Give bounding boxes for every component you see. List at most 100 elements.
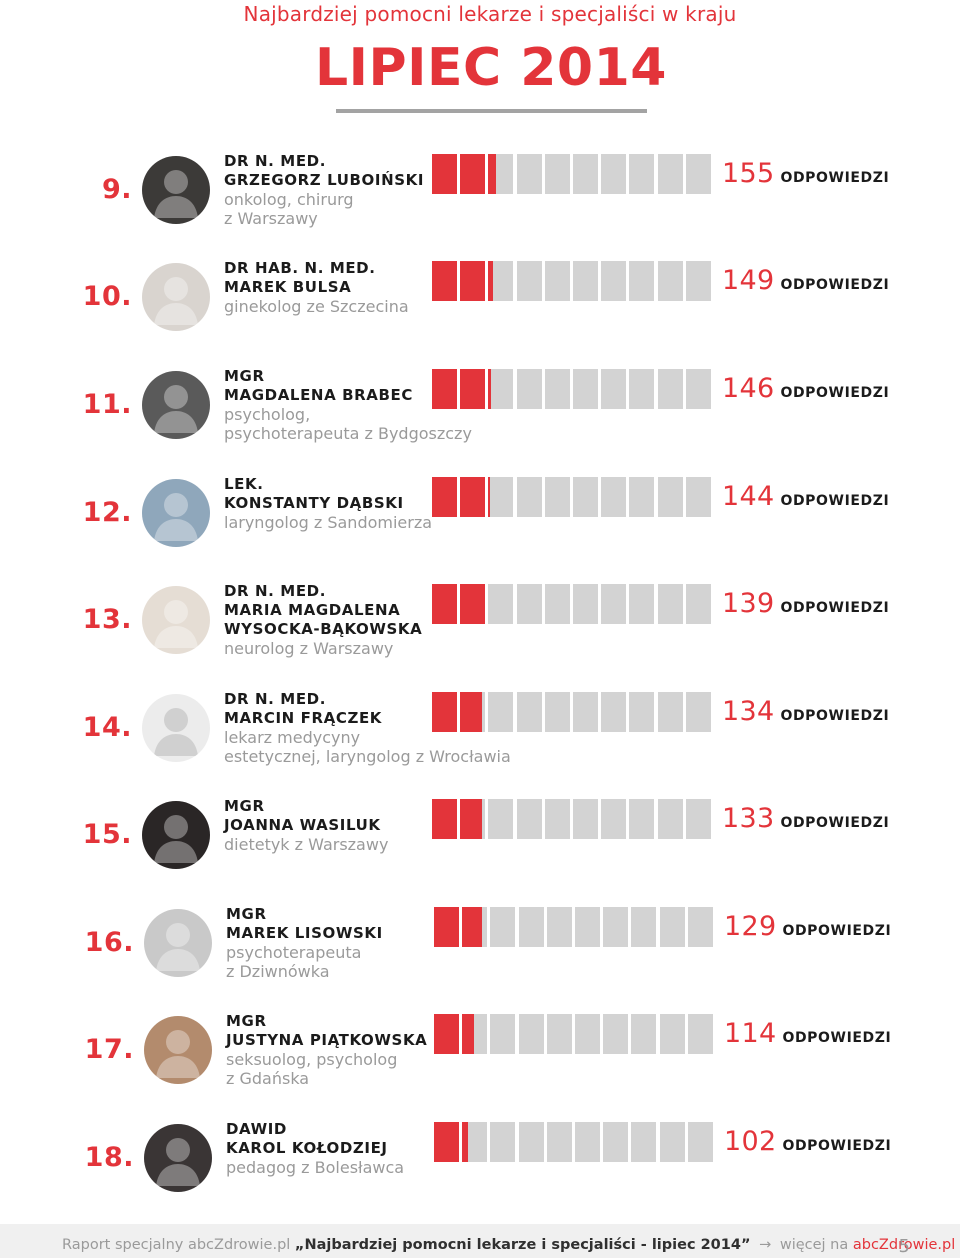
bar-fill: [432, 154, 457, 194]
avatar: [144, 909, 212, 977]
doctor-name: MARCIN FRĄCZEK: [224, 709, 383, 727]
response-count-number: 144: [722, 481, 775, 512]
response-count: 146 ODPOWIEDZI: [722, 373, 889, 404]
bar-segment: [434, 1122, 459, 1162]
doctor-location: z Warszawy: [224, 209, 318, 228]
response-count-number: 139: [722, 588, 775, 619]
doctor-location: psychoterapeuta z Bydgoszczy: [224, 424, 472, 443]
bar-segment: [629, 584, 655, 624]
avatar: [142, 263, 210, 331]
bar-segment: [603, 907, 629, 947]
bar-segment: [601, 154, 627, 194]
bar-segment: [575, 907, 600, 947]
footer-link[interactable]: abcZdrowie.pl: [852, 1237, 956, 1253]
bar-segment: [544, 154, 570, 194]
bar-fill: [432, 261, 457, 301]
bar-segment: [546, 1014, 572, 1054]
ranking-row: 18. DAWID KAROL KOŁODZIEJ pedagog z Bolesła…: [0, 1120, 960, 1236]
bar-segment: [518, 1014, 544, 1054]
doctor-name: MAGDALENA BRABEC: [224, 386, 413, 404]
bar-segment: [603, 1122, 629, 1162]
bar-segment: [575, 1122, 600, 1162]
bar-segment: [518, 1122, 544, 1162]
ranking-row: 14. DR N. MED. MARCIN FRĄCZEK lekarz medycy…: [0, 690, 960, 806]
responses-bar: [434, 907, 714, 947]
doctor-name: KAROL KOŁODZIEJ: [226, 1139, 388, 1157]
responses-bar: [432, 799, 712, 839]
bar-segment: [460, 261, 486, 301]
response-count-label: ODPOWIEDZI: [780, 277, 890, 293]
bar-segment: [573, 154, 598, 194]
footer-prefix: Raport specjalny abcZdrowie.pl: [62, 1237, 291, 1253]
bar-fill: [434, 1122, 459, 1162]
bar-segment: [657, 261, 683, 301]
responses-bar: [432, 261, 712, 301]
bar-segment: [659, 1014, 685, 1054]
doctor-name: JUSTYNA PIĄTKOWSKA: [226, 1031, 428, 1049]
bar-segment: [575, 1014, 600, 1054]
bar-segment: [432, 369, 457, 409]
bar-segment: [603, 1014, 629, 1054]
report-subtitle: Najbardziej pomocni lekarze i specjaliśc…: [243, 2, 737, 26]
avatar: [142, 586, 210, 654]
bar-segment: [488, 154, 514, 194]
person-silhouette-icon: [154, 708, 198, 756]
doctor-specialty: lekarz medycyny: [224, 728, 361, 747]
avatar: [144, 1016, 212, 1084]
bar-segment: [432, 692, 457, 732]
doctor-name: GRZEGORZ LUBOIŃSKI: [224, 171, 425, 189]
bar-segment: [573, 369, 598, 409]
doctor-location: z Dziwnówka: [226, 962, 330, 981]
bar-segment: [631, 1014, 657, 1054]
report-title: LIPIEC 2014: [315, 38, 667, 98]
person-silhouette-icon: [154, 385, 198, 433]
response-count-label: ODPOWIEDZI: [780, 170, 890, 186]
bar-segment: [544, 369, 570, 409]
bar-segment: [601, 261, 627, 301]
avatar: [142, 694, 210, 762]
ranking-row: 13. DR N. MED. MARIA MAGDALENA WYSOCKA-BĄKO…: [0, 582, 960, 698]
bar-segment: [488, 477, 514, 517]
bar-segment: [601, 369, 627, 409]
responses-bar: [432, 584, 712, 624]
bar-segment: [516, 477, 542, 517]
bar-segment: [516, 692, 542, 732]
doctor-info: MGR JUSTYNA PIĄTKOWSKA seksuolog, psycholo…: [226, 1012, 526, 1088]
bar-segment: [657, 799, 683, 839]
doctor-title: DR N. MED.: [224, 582, 327, 600]
rank-number: 14.: [82, 712, 132, 743]
doctor-specialty: onkolog, chirurg: [224, 190, 354, 209]
person-silhouette-icon: [156, 923, 200, 971]
doctor-name: MAREK BULSA: [224, 278, 352, 296]
doctor-specialty: neurolog z Warszawy: [224, 639, 394, 658]
response-count: 134 ODPOWIEDZI: [722, 696, 889, 727]
response-count: 133 ODPOWIEDZI: [722, 803, 889, 834]
rank-number: 17.: [84, 1034, 134, 1065]
doctor-title: LEK.: [224, 475, 264, 493]
bar-segment: [544, 799, 570, 839]
doctor-info: MGR JOANNA WASILUK dietetyk z Warszawy: [224, 797, 524, 854]
bar-segment: [657, 154, 683, 194]
response-count-label: ODPOWIEDZI: [780, 385, 890, 401]
doctor-info: DAWID KAROL KOŁODZIEJ pedagog z Bolesławca: [226, 1120, 526, 1177]
bar-segment: [687, 1122, 713, 1162]
ranking-row: 11. MGR MAGDALENA BRABEC psycholog, psychote…: [0, 367, 960, 483]
responses-bar: [434, 1014, 714, 1054]
avatar: [144, 1124, 212, 1192]
doctor-info: DR N. MED. MARIA MAGDALENA WYSOCKA-BĄKOWSK…: [224, 582, 524, 658]
bar-segment: [432, 154, 457, 194]
rank-number: 13.: [82, 604, 132, 635]
bar-segment: [629, 692, 655, 732]
bar-segment: [546, 1122, 572, 1162]
doctor-title: DAWID: [226, 1120, 287, 1138]
doctor-title: DR N. MED.: [224, 690, 327, 708]
bar-segment: [685, 584, 711, 624]
doctor-title: DR HAB. N. MED.: [224, 259, 376, 277]
response-count: 144 ODPOWIEDZI: [722, 481, 889, 512]
avatar: [142, 156, 210, 224]
bar-fill: [488, 261, 493, 301]
bar-segment: [546, 907, 572, 947]
ranking-row: 10. DR HAB. N. MED. MAREK BULSA ginekolog z…: [0, 259, 960, 375]
response-count-label: ODPOWIEDZI: [780, 493, 890, 509]
ranking-row: 12. LEK. KONSTANTY DĄBSKI laryngolog z Sand…: [0, 475, 960, 591]
